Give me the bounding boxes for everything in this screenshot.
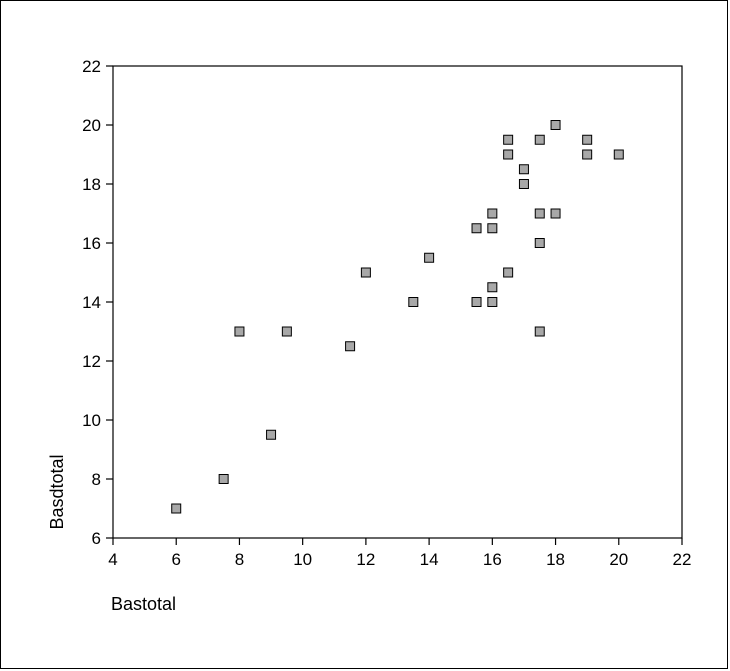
data-point xyxy=(408,297,419,307)
data-point xyxy=(360,267,371,278)
x-tick-label: 18 xyxy=(546,550,565,569)
data-point xyxy=(471,223,482,234)
y-axis-label: Basdtotal xyxy=(47,454,67,529)
x-tick-label: 12 xyxy=(356,550,375,569)
data-point xyxy=(218,474,229,484)
data-point xyxy=(234,326,245,337)
y-tick-label: 18 xyxy=(82,175,101,194)
data-point xyxy=(550,120,561,130)
data-point xyxy=(487,297,498,307)
data-point xyxy=(487,208,498,219)
data-point xyxy=(424,252,435,263)
data-point xyxy=(503,267,514,278)
data-points xyxy=(171,120,624,514)
y-tick-label: 8 xyxy=(92,470,101,489)
data-point xyxy=(582,149,593,160)
data-point xyxy=(487,282,498,293)
data-point xyxy=(582,134,593,145)
x-tick-label: 10 xyxy=(293,550,312,569)
y-tick-label: 22 xyxy=(82,57,101,76)
data-point xyxy=(534,134,545,145)
y-tick-label: 20 xyxy=(82,116,101,135)
x-tick-label: 16 xyxy=(483,550,502,569)
data-point xyxy=(518,164,529,175)
y-axis-ticks: 6 8 10 12 14 16 18 20 22 xyxy=(82,57,113,548)
y-tick-label: 12 xyxy=(82,352,101,371)
y-tick-label: 16 xyxy=(82,234,101,253)
data-point xyxy=(550,208,561,219)
data-point xyxy=(534,238,545,248)
y-tick-label: 14 xyxy=(82,293,101,312)
data-point xyxy=(503,149,514,160)
x-tick-label: 4 xyxy=(108,550,117,569)
data-point xyxy=(518,179,529,189)
y-tick-label: 10 xyxy=(82,411,101,430)
data-point xyxy=(613,149,624,160)
x-tick-label: 20 xyxy=(609,550,628,569)
data-point xyxy=(534,208,545,219)
data-point xyxy=(534,326,545,337)
data-point xyxy=(281,326,292,337)
x-tick-label: 8 xyxy=(235,550,244,569)
x-axis-label: Bastotal xyxy=(111,594,176,614)
data-point xyxy=(487,223,498,234)
plot-area xyxy=(112,65,683,539)
data-point xyxy=(345,341,356,352)
data-point xyxy=(266,429,277,440)
data-point xyxy=(471,297,482,307)
x-tick-label: 6 xyxy=(171,550,180,569)
y-tick-label: 6 xyxy=(92,529,101,548)
data-point xyxy=(171,503,182,514)
x-tick-label: 14 xyxy=(420,550,439,569)
x-tick-label: 22 xyxy=(673,550,692,569)
x-axis-ticks: 4 6 8 10 12 14 16 18 20 22 xyxy=(108,538,691,569)
data-point xyxy=(503,134,514,145)
